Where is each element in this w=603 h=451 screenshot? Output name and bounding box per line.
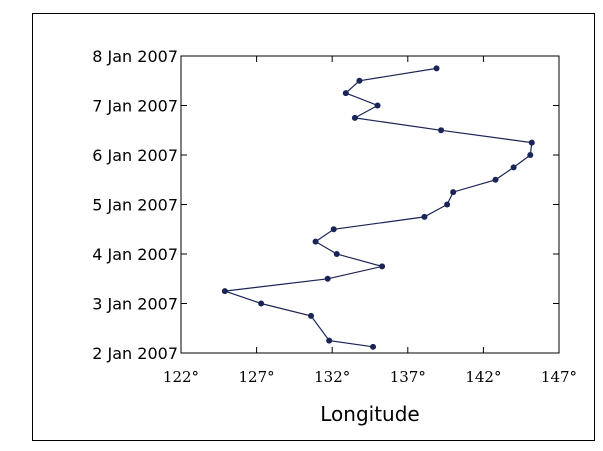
- longitude-time-chart: 2 Jan 2007 3 Jan 2007 4 Jan 2007 5 Jan 2007…: [92, 47, 577, 426]
- y-tick-label: 5 Jan 2007: [92, 196, 178, 215]
- data-point: [528, 139, 535, 146]
- y-tick-label: 2 Jan 2007: [92, 344, 178, 363]
- data-point: [374, 102, 381, 109]
- data-point: [221, 288, 228, 295]
- y-tick-label: 7 Jan 2007: [92, 97, 178, 116]
- y-tick-label: 6 Jan 2007: [92, 146, 178, 165]
- data-point: [324, 275, 331, 282]
- plot-area: [180, 55, 560, 354]
- data-point: [308, 312, 315, 319]
- data-point: [356, 77, 363, 84]
- x-tick-label: 127°: [239, 368, 275, 386]
- x-axis-ticks: 122° 127° 132° 137° 142° 147°: [163, 56, 577, 386]
- data-point: [333, 251, 340, 257]
- series-group: [221, 65, 535, 350]
- figure-frame: 2 Jan 2007 3 Jan 2007 4 Jan 2007 5 Jan 2007…: [32, 13, 595, 441]
- data-point: [527, 152, 534, 158]
- data-point: [342, 90, 349, 97]
- data-point: [351, 114, 358, 121]
- x-tick-label: 122°: [163, 368, 199, 386]
- data-point: [379, 263, 386, 270]
- data-point: [444, 201, 451, 208]
- x-tick-label: 132°: [314, 368, 350, 386]
- x-tick-label: 147°: [541, 368, 577, 386]
- y-tick-label: 8 Jan 2007: [92, 47, 178, 66]
- data-point: [258, 300, 265, 307]
- data-point: [433, 65, 440, 72]
- data-point: [312, 238, 319, 245]
- x-tick-label: 137°: [390, 368, 426, 386]
- x-tick-label: 142°: [465, 368, 501, 386]
- data-point: [421, 213, 428, 220]
- y-tick-label: 3 Jan 2007: [92, 295, 178, 314]
- y-axis-ticks: 2 Jan 2007 3 Jan 2007 4 Jan 2007 5 Jan 2007…: [92, 47, 559, 363]
- data-point: [326, 337, 333, 344]
- data-point: [438, 127, 445, 134]
- data-point: [370, 343, 377, 350]
- data-point: [492, 176, 499, 183]
- data-point: [330, 226, 337, 233]
- data-point: [450, 189, 457, 196]
- y-tick-label: 4 Jan 2007: [92, 245, 178, 264]
- data-point: [510, 164, 517, 171]
- x-axis-label: Longitude: [320, 402, 419, 426]
